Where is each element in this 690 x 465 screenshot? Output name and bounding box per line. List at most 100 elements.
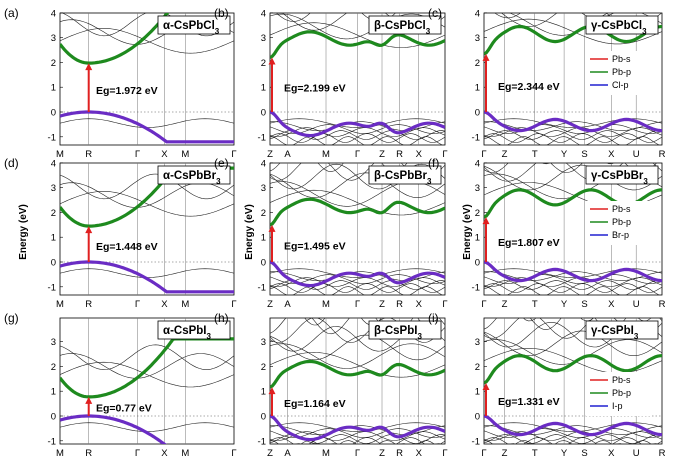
kpoint-label: X <box>161 299 168 310</box>
kpoint-label: R <box>85 149 92 160</box>
kpoint-label: R <box>396 299 403 310</box>
conduction-band-pb-p <box>60 13 170 65</box>
kpoint-label: Z <box>502 299 508 310</box>
panel-d: M R Γ X M Γ -1 0 1 2 3 4 Eg=1.448 eV (d) α-CsPbBr3 <box>4 156 237 310</box>
conduction-band-background <box>484 18 662 45</box>
kpoint-label: Γ <box>355 149 360 160</box>
valence-band-background <box>270 127 445 137</box>
kpoint-label: M <box>181 149 189 160</box>
kpoint-label: A <box>284 149 291 160</box>
conduction-band-background <box>484 0 662 9</box>
valence-band-halide-p <box>270 110 445 138</box>
panel-title: α-CsPbBr3 <box>163 170 221 186</box>
band-gap-arrowhead <box>482 217 490 225</box>
valence-band-halide-p <box>484 414 662 437</box>
kpoint-label: Γ <box>355 299 360 310</box>
conduction-band-background <box>494 13 608 19</box>
axes-frame <box>59 12 235 146</box>
conduction-band-background <box>277 13 426 14</box>
kpoint-label: Γ <box>231 149 236 160</box>
axes-frame <box>483 162 663 296</box>
y-axis-label-middle: Energy (eV) <box>244 204 255 260</box>
panel-a: M R Γ X M Γ -1 0 1 2 3 4 Eg=1.972 eV (a) α-CsPbCl3 <box>4 6 237 160</box>
kpoint-label: Z <box>502 448 508 459</box>
y-tick-label: 4 <box>475 8 480 19</box>
y-tick-label: 2 <box>475 58 480 69</box>
kpoint-label: X <box>608 448 615 459</box>
valence-band-background <box>270 136 445 145</box>
valence-band-background <box>484 437 662 444</box>
band-gap-value: Eg=1.972 eV <box>96 85 158 97</box>
y-tick-label: 1 <box>475 387 480 398</box>
kpoint-label: Y <box>561 149 568 160</box>
kpoint-label: M <box>181 448 189 459</box>
panel-label: (b) <box>214 6 229 20</box>
kpoint-label: Z <box>379 149 385 160</box>
kpoint-label: Γ <box>231 299 236 310</box>
conduction-band-background <box>270 163 445 190</box>
legend-entry: Br-p <box>612 230 629 240</box>
y-tick-label: 1 <box>261 83 266 94</box>
band-gap-arrowhead <box>268 57 276 65</box>
y-tick-label: 2 <box>51 58 56 69</box>
valence-band-halide-p <box>484 260 662 283</box>
legend-entry: Pb-p <box>612 388 631 398</box>
y-tick-label: 2 <box>261 362 266 373</box>
kpoint-label: Γ <box>442 149 447 160</box>
kpoint-label: S <box>581 448 587 459</box>
valence-band-background <box>270 431 445 441</box>
y-tick-label: 2 <box>51 362 56 373</box>
kpoint-label: T <box>532 149 538 160</box>
kpoint-label: M <box>181 299 189 310</box>
panel-title: γ-CsPbBr3 <box>591 170 648 186</box>
y-tick-label: 1 <box>261 387 266 398</box>
valence-band-halide-p <box>60 260 234 294</box>
y-tick-label: 4 <box>51 158 56 169</box>
y-tick-label: 3 <box>261 183 266 194</box>
conduction-band-background <box>61 13 234 37</box>
y-tick-label: 4 <box>261 158 266 169</box>
panel-label: (i) <box>428 311 439 325</box>
kpoint-label: R <box>396 448 403 459</box>
valence-band-halide-p <box>484 110 662 133</box>
valence-band-background <box>484 133 662 143</box>
y-tick-label: 1 <box>475 83 480 94</box>
panel-g: M R Γ X M Γ -1 0 1 2 3 Eg=0.77 eV (g) α-CsPbI3 <box>4 311 237 459</box>
valence-band-background <box>270 268 445 278</box>
y-tick-label: 3 <box>475 337 480 348</box>
panel-title: γ-CsPbCl3 <box>591 20 647 36</box>
conduction-band-background <box>484 163 662 182</box>
y-tick-label: 2 <box>51 208 56 219</box>
conduction-band-background <box>60 173 234 200</box>
kpoint-label: Y <box>561 448 568 459</box>
valence-band-background <box>484 283 662 293</box>
legend-entry: Pb-s <box>612 204 631 214</box>
kpoint-label: A <box>284 448 291 459</box>
bands <box>270 13 445 145</box>
kpoint-label: Γ <box>442 299 447 310</box>
kpoint-label: M <box>56 149 64 160</box>
axes-frame <box>59 317 235 445</box>
valence-band-background <box>270 437 445 444</box>
y-tick-label: -1 <box>258 282 266 293</box>
valence-band-background <box>509 443 659 444</box>
panel-title: γ-CsPbI3 <box>591 325 639 341</box>
band-gap-arrowhead <box>482 53 490 61</box>
kpoint-label: R <box>85 448 92 459</box>
y-tick-label: 0 <box>261 258 266 269</box>
conduction-band-background <box>270 343 445 369</box>
panel-label: (e) <box>214 156 229 170</box>
conduction-band-pb-p <box>60 337 234 399</box>
conduction-band-background <box>270 189 445 216</box>
kpoint-label: U <box>633 299 640 310</box>
conduction-band-background <box>484 164 662 191</box>
axes-frame <box>483 12 663 146</box>
y-tick-label: -1 <box>48 282 56 293</box>
kpoint-label: X <box>416 149 423 160</box>
valence-band-halide-p <box>270 414 445 442</box>
y-tick-label: 3 <box>51 337 56 348</box>
title-box <box>368 165 442 185</box>
valence-band-background <box>294 443 442 444</box>
